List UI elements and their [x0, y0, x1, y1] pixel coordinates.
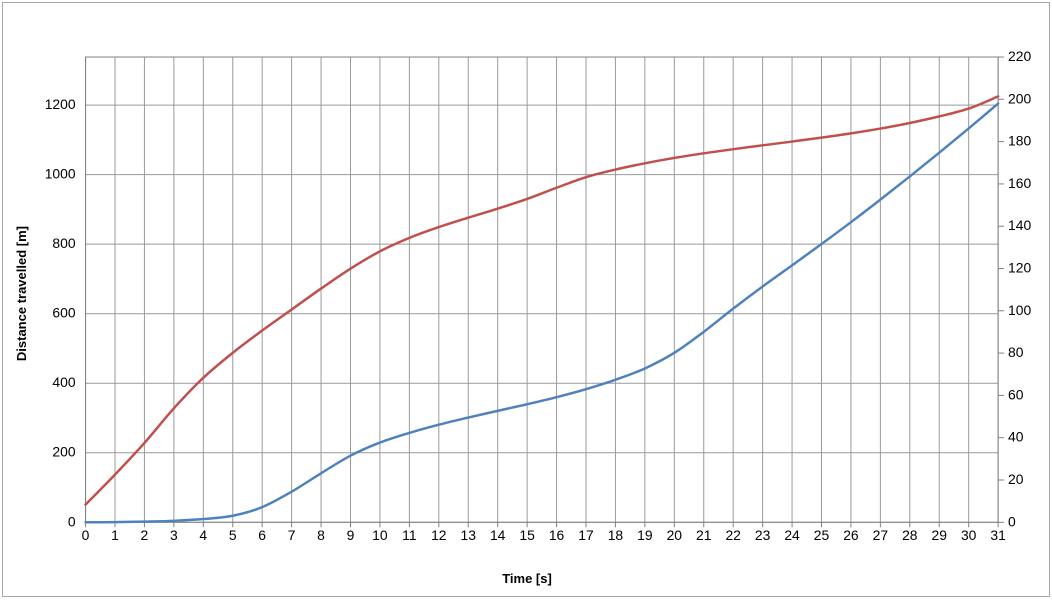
svg-text:4: 4: [199, 527, 207, 543]
svg-text:22: 22: [725, 527, 741, 543]
svg-text:23: 23: [755, 527, 771, 543]
svg-text:16: 16: [549, 527, 565, 543]
svg-text:24: 24: [784, 527, 800, 543]
svg-text:400: 400: [52, 374, 75, 390]
svg-text:8: 8: [317, 527, 325, 543]
svg-text:80: 80: [1008, 344, 1024, 360]
svg-text:800: 800: [52, 235, 75, 251]
svg-text:18: 18: [608, 527, 624, 543]
svg-text:28: 28: [902, 527, 918, 543]
svg-text:13: 13: [461, 527, 477, 543]
svg-text:20: 20: [667, 527, 683, 543]
svg-text:2: 2: [141, 527, 149, 543]
svg-text:0: 0: [82, 527, 90, 543]
svg-text:15: 15: [519, 527, 535, 543]
svg-text:180: 180: [1008, 133, 1031, 149]
svg-text:220: 220: [1008, 48, 1031, 64]
svg-text:200: 200: [1008, 90, 1031, 106]
svg-text:0: 0: [1008, 513, 1016, 529]
svg-text:5: 5: [229, 527, 237, 543]
svg-text:26: 26: [843, 527, 859, 543]
svg-text:27: 27: [873, 527, 889, 543]
svg-text:19: 19: [637, 527, 653, 543]
svg-text:14: 14: [490, 527, 506, 543]
svg-text:31: 31: [990, 527, 1006, 543]
svg-text:29: 29: [932, 527, 948, 543]
svg-text:200: 200: [52, 444, 75, 460]
svg-text:21: 21: [696, 527, 712, 543]
svg-text:30: 30: [961, 527, 977, 543]
svg-text:140: 140: [1008, 217, 1031, 233]
svg-text:1: 1: [111, 527, 119, 543]
svg-text:40: 40: [1008, 429, 1024, 445]
svg-text:20: 20: [1008, 471, 1024, 487]
svg-text:0: 0: [68, 513, 76, 529]
svg-text:100: 100: [1008, 302, 1031, 318]
svg-text:160: 160: [1008, 175, 1031, 191]
svg-text:120: 120: [1008, 259, 1031, 275]
svg-text:1200: 1200: [45, 96, 76, 112]
svg-text:9: 9: [347, 527, 355, 543]
svg-text:3: 3: [170, 527, 178, 543]
svg-text:1000: 1000: [45, 166, 76, 182]
svg-text:25: 25: [814, 527, 830, 543]
svg-text:10: 10: [372, 527, 388, 543]
svg-text:60: 60: [1008, 386, 1024, 402]
svg-text:12: 12: [431, 527, 447, 543]
svg-text:600: 600: [52, 305, 75, 321]
svg-text:7: 7: [288, 527, 296, 543]
svg-text:17: 17: [578, 527, 594, 543]
svg-text:6: 6: [258, 527, 266, 543]
svg-text:11: 11: [402, 527, 417, 543]
